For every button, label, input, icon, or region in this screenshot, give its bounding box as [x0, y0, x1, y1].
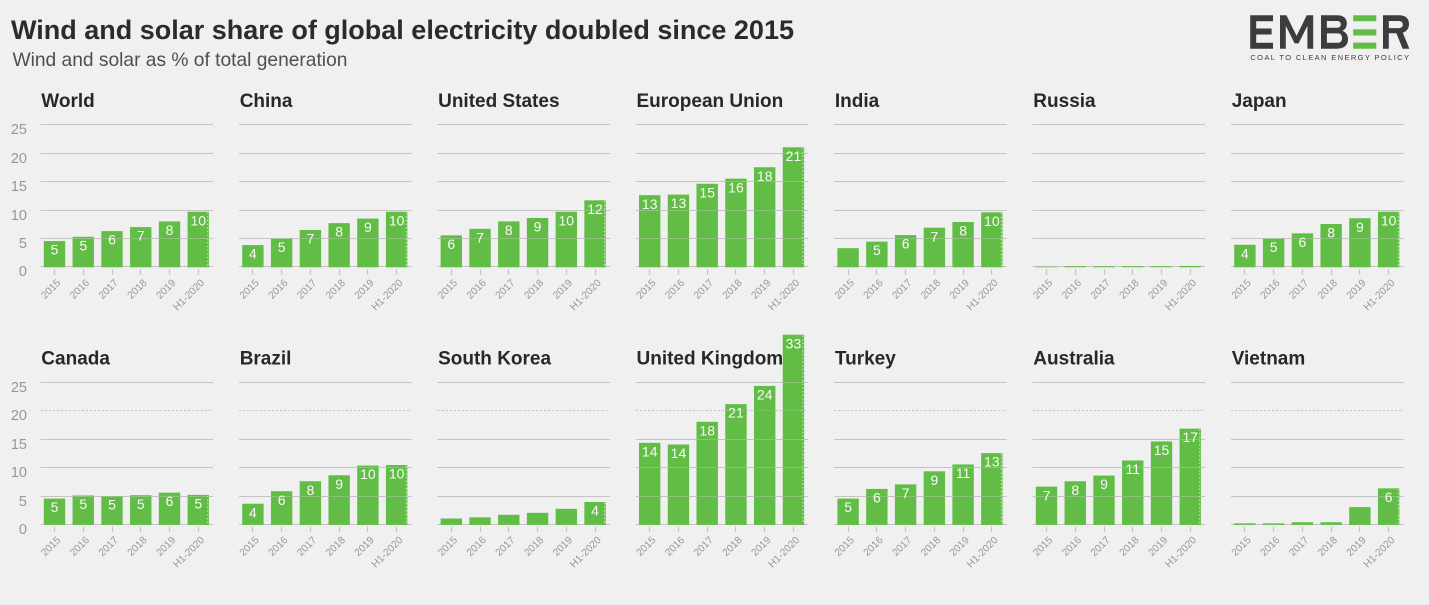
svg-text:5: 5	[194, 496, 202, 512]
svg-text:United States: United States	[438, 91, 559, 112]
svg-text:India: India	[835, 91, 880, 112]
svg-text:Russia: Russia	[1033, 91, 1096, 112]
svg-text:7: 7	[137, 228, 145, 244]
svg-text:5: 5	[844, 499, 852, 515]
svg-text:10: 10	[11, 465, 27, 481]
svg-text:10: 10	[190, 212, 206, 228]
svg-text:10: 10	[360, 466, 376, 482]
svg-text:15: 15	[1154, 442, 1170, 458]
svg-text:13: 13	[984, 454, 1000, 470]
svg-text:Canada: Canada	[41, 349, 110, 370]
svg-text:10: 10	[984, 213, 1000, 229]
svg-text:21: 21	[786, 148, 802, 164]
svg-text:5: 5	[51, 242, 59, 258]
svg-text:21: 21	[728, 405, 744, 421]
svg-text:7: 7	[902, 485, 910, 501]
svg-text:15: 15	[11, 437, 27, 453]
svg-text:7: 7	[307, 231, 315, 247]
svg-text:6: 6	[1299, 234, 1307, 250]
svg-text:8: 8	[307, 482, 315, 498]
svg-text:Wind and solar as % of total g: Wind and solar as % of total generation	[13, 50, 348, 71]
svg-text:11: 11	[1125, 461, 1140, 477]
svg-text:6: 6	[166, 493, 174, 509]
svg-text:8: 8	[505, 222, 513, 238]
svg-text:0: 0	[19, 264, 27, 280]
svg-text:8: 8	[1071, 482, 1079, 498]
svg-text:8: 8	[1327, 225, 1335, 241]
svg-text:15: 15	[699, 184, 715, 200]
svg-text:5: 5	[19, 494, 27, 510]
svg-text:United Kingdom: United Kingdom	[637, 349, 784, 370]
svg-text:18: 18	[757, 168, 773, 184]
svg-text:6: 6	[1385, 489, 1393, 505]
svg-text:Japan: Japan	[1232, 91, 1287, 112]
svg-text:15: 15	[11, 179, 27, 195]
svg-text:7: 7	[476, 229, 484, 245]
svg-text:4: 4	[249, 504, 257, 520]
svg-text:24: 24	[757, 387, 773, 403]
svg-text:4: 4	[249, 246, 257, 262]
svg-text:8: 8	[166, 222, 174, 238]
svg-text:8: 8	[959, 223, 967, 239]
svg-text:10: 10	[11, 208, 27, 224]
svg-text:10: 10	[1381, 212, 1397, 228]
svg-text:25: 25	[11, 380, 27, 396]
svg-text:5: 5	[108, 497, 116, 513]
svg-text:4: 4	[1241, 245, 1249, 261]
svg-text:5: 5	[137, 496, 145, 512]
svg-text:World: World	[41, 91, 94, 112]
svg-text:4: 4	[591, 503, 599, 519]
svg-text:COAL TO CLEAN ENERGY POLICY: COAL TO CLEAN ENERGY POLICY	[1250, 53, 1410, 62]
svg-text:13: 13	[671, 195, 687, 211]
svg-text:Vietnam: Vietnam	[1232, 349, 1306, 370]
svg-text:10: 10	[389, 466, 405, 482]
svg-text:11: 11	[956, 465, 971, 481]
svg-text:5: 5	[51, 499, 59, 515]
svg-text:14: 14	[642, 443, 658, 459]
svg-text:Brazil: Brazil	[240, 349, 292, 370]
svg-text:5: 5	[278, 239, 286, 255]
svg-text:8: 8	[335, 224, 343, 240]
svg-text:20: 20	[11, 408, 27, 424]
svg-text:Australia: Australia	[1033, 349, 1115, 370]
svg-text:7: 7	[1043, 487, 1051, 503]
svg-text:European Union: European Union	[637, 91, 784, 112]
svg-text:0: 0	[19, 522, 27, 538]
svg-text:9: 9	[1100, 476, 1108, 492]
svg-text:16: 16	[728, 179, 744, 195]
svg-text:10: 10	[389, 212, 405, 228]
svg-text:6: 6	[278, 492, 286, 508]
svg-text:5: 5	[19, 236, 27, 252]
svg-text:9: 9	[1356, 219, 1364, 235]
svg-text:5: 5	[79, 496, 87, 512]
svg-text:6: 6	[873, 490, 881, 506]
svg-text:6: 6	[902, 236, 910, 252]
svg-text:33: 33	[786, 335, 802, 351]
svg-text:10: 10	[559, 212, 575, 228]
svg-text:14: 14	[671, 445, 687, 461]
svg-text:South Korea: South Korea	[438, 349, 551, 370]
svg-text:6: 6	[447, 236, 455, 252]
svg-text:18: 18	[699, 422, 715, 438]
svg-text:9: 9	[335, 476, 343, 492]
svg-text:9: 9	[930, 472, 938, 488]
svg-text:6: 6	[108, 232, 116, 248]
svg-text:25: 25	[11, 122, 27, 138]
svg-text:9: 9	[364, 219, 372, 235]
svg-text:China: China	[240, 91, 293, 112]
svg-text:Turkey: Turkey	[835, 349, 896, 370]
svg-text:7: 7	[930, 228, 938, 244]
svg-text:9: 9	[534, 219, 542, 235]
svg-text:5: 5	[1270, 239, 1278, 255]
svg-text:5: 5	[873, 242, 881, 258]
svg-text:5: 5	[79, 237, 87, 253]
svg-text:12: 12	[587, 201, 603, 217]
svg-text:20: 20	[11, 151, 27, 167]
svg-text:Wind and solar share of global: Wind and solar share of global electrici…	[11, 15, 794, 45]
svg-text:13: 13	[642, 196, 658, 212]
svg-text:17: 17	[1182, 429, 1198, 445]
